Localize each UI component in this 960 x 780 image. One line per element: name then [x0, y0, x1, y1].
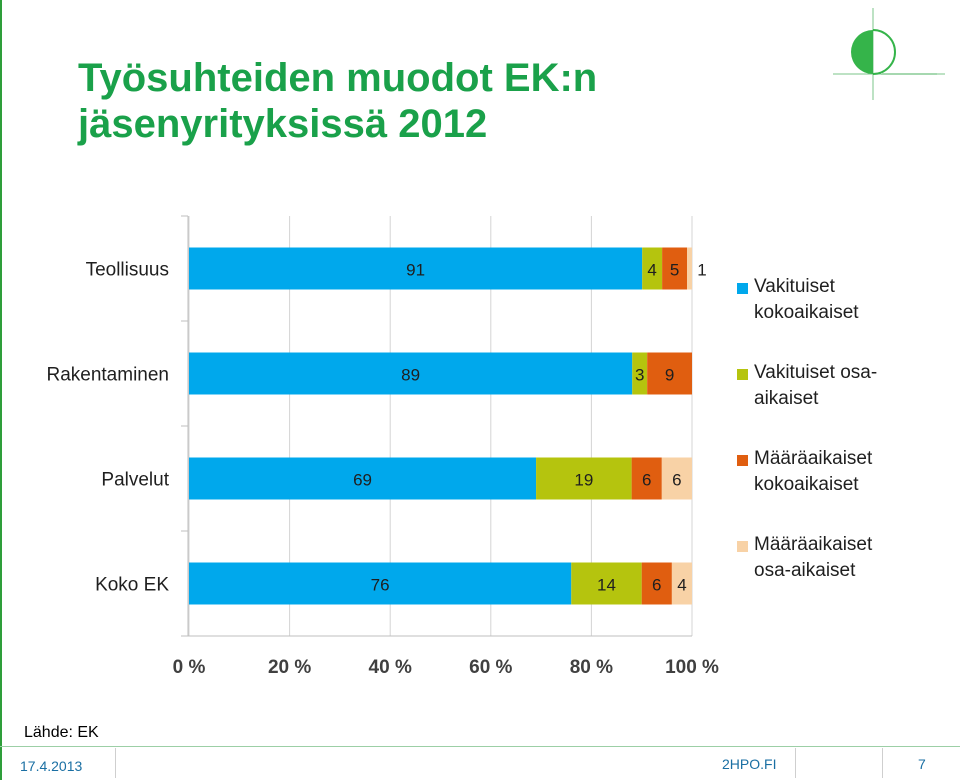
data-label: 6	[642, 471, 651, 490]
x-tick-label: 0 %	[173, 657, 206, 678]
slide-title-line-1: Työsuhteiden muodot EK:n	[78, 56, 598, 100]
data-label: 4	[677, 576, 686, 595]
x-tick-label: 40 %	[369, 657, 412, 678]
legend-swatch	[737, 455, 748, 466]
bar-segment	[671, 562, 692, 605]
page-number: 7	[918, 756, 926, 772]
bar-segment	[641, 562, 672, 605]
bar-segment	[687, 247, 692, 290]
bar-segment	[632, 352, 648, 395]
legend-label: Määräaikaiset osa-aikaiset	[754, 534, 873, 581]
footer-separator	[115, 748, 116, 778]
source-note: Lähde: EK	[24, 724, 99, 741]
bar-segment	[662, 247, 688, 290]
data-label: 4	[647, 261, 656, 280]
category-label: Teollisuus	[86, 260, 169, 281]
legend-label: Vakituiset osa-aikaiset	[754, 362, 877, 409]
data-label: 14	[597, 576, 616, 595]
data-label: 19	[574, 471, 593, 490]
data-label: 5	[670, 261, 679, 280]
category-label: Palvelut	[101, 470, 169, 491]
bar-segment	[647, 352, 692, 395]
footer-separator	[795, 748, 796, 778]
footer-site: 2HPO.FI	[722, 756, 777, 772]
legend-swatch	[737, 369, 748, 380]
x-tick-label: 100 %	[665, 657, 719, 678]
data-label: 6	[672, 471, 681, 490]
data-label: 89	[401, 366, 420, 385]
legend-label: Vakituiset kokoaikaiset	[754, 276, 859, 323]
data-label: 1	[697, 261, 706, 280]
x-tick-label: 80 %	[570, 657, 613, 678]
category-label: Rakentaminen	[46, 365, 169, 386]
bar-segment	[631, 457, 662, 500]
category-label: Koko EK	[95, 575, 169, 596]
data-label: 9	[665, 366, 674, 385]
footer-date: 17.4.2013	[20, 758, 83, 774]
slide-title: Työsuhteiden muodot EK:n jäsenyrityksiss…	[78, 55, 597, 147]
data-label: 69	[353, 471, 372, 490]
bar-segment	[571, 562, 642, 605]
footer-divider	[0, 746, 960, 747]
bar-segment	[642, 247, 663, 290]
bar-segment	[536, 457, 632, 500]
legend-swatch	[737, 283, 748, 294]
slide-title-line-2: jäsenyrityksissä 2012	[78, 102, 488, 146]
company-logo	[833, 8, 945, 100]
legend-label: Määräaikaiset kokoaikaiset	[754, 448, 873, 495]
x-tick-label: 60 %	[469, 657, 512, 678]
stacked-bar-chart: 91 4 5 189 3 969 19 6 676 14 6 4 TeollisuusRakentam…	[46, 215, 877, 678]
bar-segment	[661, 457, 692, 500]
data-label: 76	[371, 576, 390, 595]
bar-segment	[189, 562, 572, 605]
x-tick-label: 20 %	[268, 657, 311, 678]
legend-swatch	[737, 541, 748, 552]
footer-separator	[882, 748, 883, 778]
data-label: 3	[635, 366, 644, 385]
data-label: 6	[652, 576, 661, 595]
bar-segment	[189, 457, 537, 500]
left-accent-line	[0, 0, 2, 780]
bar-segment	[189, 352, 633, 395]
data-label: 91	[406, 261, 425, 280]
bar-segment	[189, 247, 643, 290]
